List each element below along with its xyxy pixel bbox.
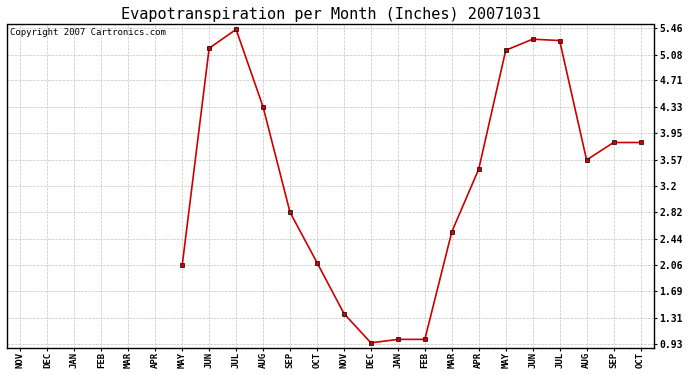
Title: Evapotranspiration per Month (Inches) 20071031: Evapotranspiration per Month (Inches) 20…	[121, 7, 540, 22]
Text: Copyright 2007 Cartronics.com: Copyright 2007 Cartronics.com	[10, 28, 166, 37]
